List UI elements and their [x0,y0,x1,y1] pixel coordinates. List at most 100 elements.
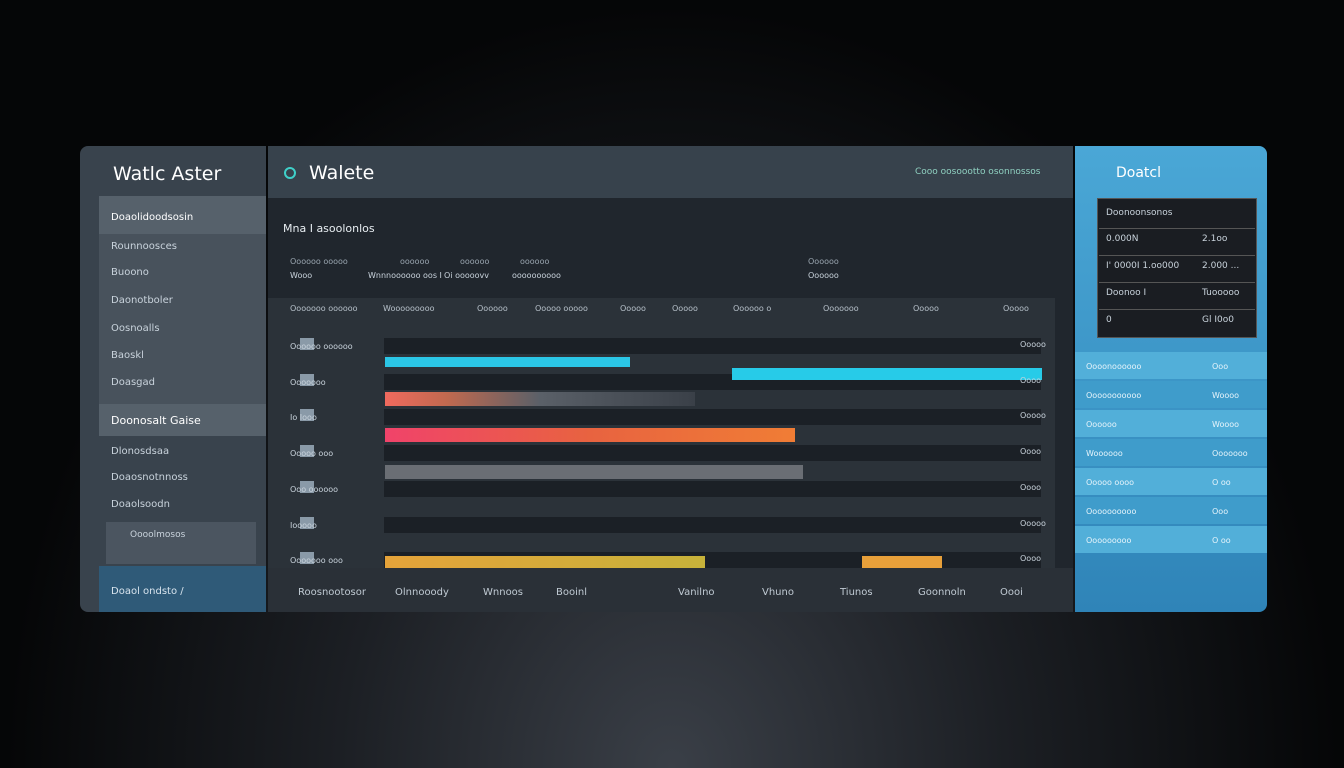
nav-item: Buoono [111,267,149,278]
row-label: Ooooooo ooo [290,556,343,565]
filter-value: Wnnnoooooo oos I [368,271,442,280]
row-label: Oooooo oooooo [290,342,353,351]
row-thumb [300,517,314,529]
timeline-bar [385,392,695,406]
nav-item: Oosnoalls [111,323,160,334]
panel-row-label: Ooooooooooo [1086,391,1142,400]
nav-item: Dlonosdsaa [111,446,170,457]
table-cell: Doonoo I [1106,288,1147,298]
panel-row-value: O oo [1212,536,1231,545]
panel-row [1075,352,1267,379]
column-header: Ooooo [672,304,698,313]
column-header: Ooooooo [823,304,859,313]
table-cell: 2.000 ... [1202,261,1240,271]
table-divider [1099,228,1255,229]
table-cell: 2.1oo [1202,234,1228,244]
nav-item: Rounnoosces [111,241,177,252]
nav-section: Doonosalt Gaise [111,414,201,427]
row-thumb [300,552,314,564]
panel-row-value: Ooooooo [1212,449,1248,458]
sidebar-group [99,234,266,404]
timeline-bar [862,556,942,568]
row-thumb [300,445,314,457]
nav-item: Daonotboler [111,295,173,306]
main-footer [268,568,1073,612]
footer-tab: Oooi [1000,587,1023,598]
panel-row [1075,439,1267,466]
timeline-lane [384,409,1041,425]
filter-label: oooooo [400,257,430,266]
panel-row-value: Ooo [1212,362,1229,371]
panel-row [1075,497,1267,524]
nav-item: Baoskl [111,350,144,361]
panel-table-header: Doonoonsonos [1106,208,1173,218]
footer-tab: Vanilno [678,587,715,598]
column-header: Ooooo [620,304,646,313]
footer-tab: Tiunos [840,587,873,598]
table-divider [1099,282,1255,283]
panel-row-value: O oo [1212,478,1231,487]
panel-title: Doatcl [1116,165,1162,181]
lane-label: Oooo [1020,554,1041,563]
subtitle: Mna I asoolonlos [283,222,375,235]
footer-tab: Wnnoos [483,587,524,598]
footer-tab: Goonnoln [918,587,966,598]
filter-value: Wooo [290,271,313,280]
sidebar-section [99,404,266,436]
app-title: Watlc Aster [113,163,222,185]
detail-table [1097,198,1257,338]
row-label: Iooooo [290,521,317,530]
lane-label: Oooo [1020,483,1041,492]
panel-row-label: Ooooooooo [1086,536,1132,545]
filter-value: Oooooo [808,271,839,280]
lane-label: Ooooo [1020,519,1046,528]
column-header: Wooooooooo [383,304,435,313]
timeline-bar [385,556,705,568]
table-cell: Tuooooo [1202,288,1240,298]
row-label: Io Iooo [290,413,317,422]
footer-tab: Roosnootosor [298,587,366,598]
column-header: Ooooooo oooooo [290,304,358,313]
row-thumb [300,374,314,386]
nav-item: Doaosnotnnoss [111,472,188,483]
lane-label: Ooooo [1020,411,1046,420]
row-label: Ooooooo [290,378,326,387]
footer-tab: Vhuno [762,587,794,598]
panel-row [1075,468,1267,495]
panel-row [1075,410,1267,437]
timeline-bar [385,428,795,442]
panel-row-label: Oooooooooo [1086,507,1137,516]
filter-label: oooooo [460,257,490,266]
table-cell: Gl I0o0 [1202,315,1234,325]
header-note: Cooo oosoootto osonnossos [915,167,1041,177]
filter-label: oooooo [520,257,550,266]
lane-label: Ooooo [1020,340,1046,349]
table-cell: 0 [1106,315,1112,325]
timeline-lane [384,338,1041,354]
timeline-lane [384,445,1041,461]
sidebar-active [99,196,266,234]
column-header: Ooooo [1003,304,1029,313]
filter-value: Oi ooooovv [444,271,490,280]
timeline-bar [732,368,1042,380]
row-thumb [300,481,314,493]
sidebar-footer [99,566,266,612]
row-thumb [300,409,314,421]
footer-tab: Booinl [556,587,587,598]
table-cell: 0.000N [1106,234,1139,244]
panel-row-label: Woooooo [1086,449,1123,458]
panel-row-label: Oooonoooooo [1086,362,1142,371]
nav-item: Doaolsoodn [111,499,170,510]
timeline-lane [384,517,1041,533]
panel-row-value: Woooo [1212,391,1240,400]
timeline-bar [385,357,630,367]
nav-item: Doaolidoodsosin [111,212,194,223]
timeline-bar [385,465,803,479]
table-cell: I' 0000I 1.oo000 [1106,261,1180,271]
panel-row-label: Ooooo oooo [1086,478,1134,487]
row-thumb [300,338,314,350]
main-title: Walete [309,162,375,184]
lane-label: Oooo [1020,376,1041,385]
column-header: Oooooo o [733,304,772,313]
